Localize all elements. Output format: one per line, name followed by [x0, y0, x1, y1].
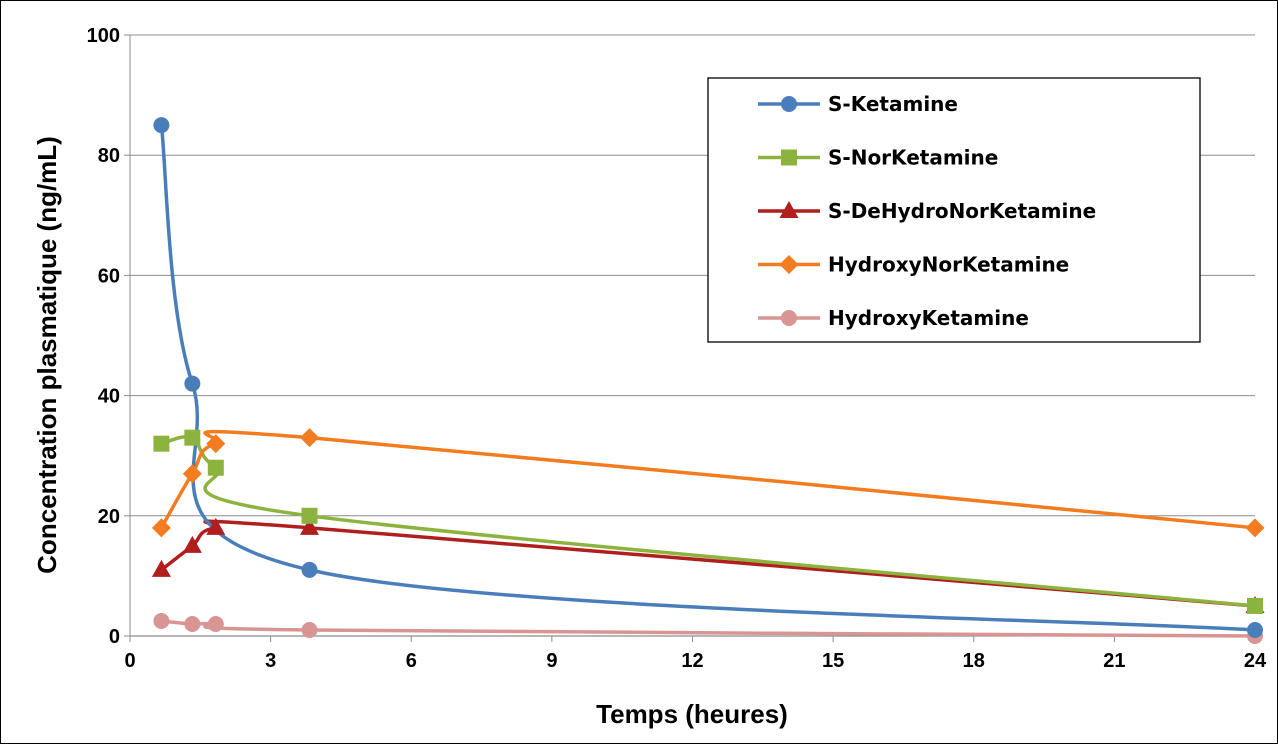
legend-marker-hydroxynorketamine — [779, 255, 799, 274]
legend-label-s-norketamine: S-NorKetamine — [828, 146, 998, 170]
x-tick-label-15: 15 — [822, 650, 844, 672]
x-axis-title: Temps (heures) — [596, 699, 788, 729]
x-tick-label-0: 0 — [124, 650, 135, 672]
series-line-hydroxynorketamine — [159, 429, 1257, 530]
point-hydroxyketamine-3 — [301, 621, 318, 638]
series-line-s-ketamine — [159, 123, 1257, 632]
point-s-norketamine-4 — [1247, 597, 1263, 614]
point-s-ketamine-0 — [153, 117, 170, 134]
y-axis-title: Concentration plasmatique (ng/mL) — [32, 136, 62, 574]
legend-label-s-ketamine: S-Ketamine — [828, 92, 958, 116]
point-hydroxyketamine-0 — [153, 612, 170, 629]
point-s-norketamine-2 — [207, 459, 224, 476]
point-s-dehydronorketamine-0 — [151, 559, 171, 577]
legend-marker-hydroxyketamine — [781, 310, 797, 326]
axes: 0 20 40 60 80 100 0 3 6 9 12 15 18 21 24 — [87, 25, 1267, 672]
legend-marker-s-norketamine — [781, 149, 797, 166]
point-hydroxynorketamine-1 — [182, 464, 202, 484]
y-tick-label-0: 0 — [109, 626, 120, 648]
point-s-dehydronorketamine-3 — [300, 517, 320, 535]
point-s-ketamine-1 — [184, 375, 201, 392]
series-line-s-norketamine — [159, 434, 1257, 608]
point-s-norketamine-1 — [184, 429, 201, 446]
legend-label-hydroxynorketamine: HydroxyNorKetamine — [828, 253, 1069, 277]
legend: S-Ketamine S-NorKetamine S-DeHydroNorKetam… — [707, 77, 1201, 343]
point-hydroxynorketamine-3 — [300, 428, 320, 448]
point-s-dehydronorketamine-2 — [206, 517, 226, 535]
y-tick-label-100: 100 — [87, 25, 120, 47]
x-tick-label-21: 21 — [1103, 650, 1125, 672]
point-hydroxyketamine-1 — [184, 615, 201, 632]
point-s-ketamine-2 — [301, 561, 318, 578]
x-tick-label-24: 24 — [1244, 650, 1267, 672]
point-s-norketamine-3 — [301, 507, 318, 524]
point-s-ketamine-3 — [1247, 621, 1263, 638]
y-tick-label-60: 60 — [98, 265, 120, 287]
point-hydroxynorketamine-4 — [1245, 518, 1265, 538]
point-s-norketamine-0 — [153, 435, 170, 452]
x-tick-label-9: 9 — [546, 650, 557, 672]
series-line-s-dehydronorketamine — [159, 519, 1257, 608]
x-tick-label-12: 12 — [681, 650, 703, 672]
legend-label-hydroxyketamine: HydroxyKetamine — [828, 306, 1029, 330]
y-tick-label-80: 80 — [98, 145, 120, 167]
y-tick-label-20: 20 — [98, 506, 120, 528]
point-s-dehydronorketamine-1 — [182, 535, 202, 553]
y-tick-label-40: 40 — [98, 386, 120, 408]
x-tick-label-18: 18 — [963, 650, 985, 672]
x-tick-label-6: 6 — [406, 650, 417, 672]
legend-marker-s-ketamine — [781, 96, 797, 112]
point-hydroxynorketamine-2 — [206, 434, 226, 454]
x-tick-label-3: 3 — [265, 650, 276, 672]
point-hydroxynorketamine-0 — [151, 518, 171, 538]
point-hydroxyketamine-2 — [207, 615, 224, 632]
series-markers — [151, 117, 1265, 644]
legend-marker-s-dehydronorketamine — [779, 201, 799, 218]
legend-label-s-dehydronorketamine: S-DeHydroNorKetamine — [828, 199, 1096, 223]
